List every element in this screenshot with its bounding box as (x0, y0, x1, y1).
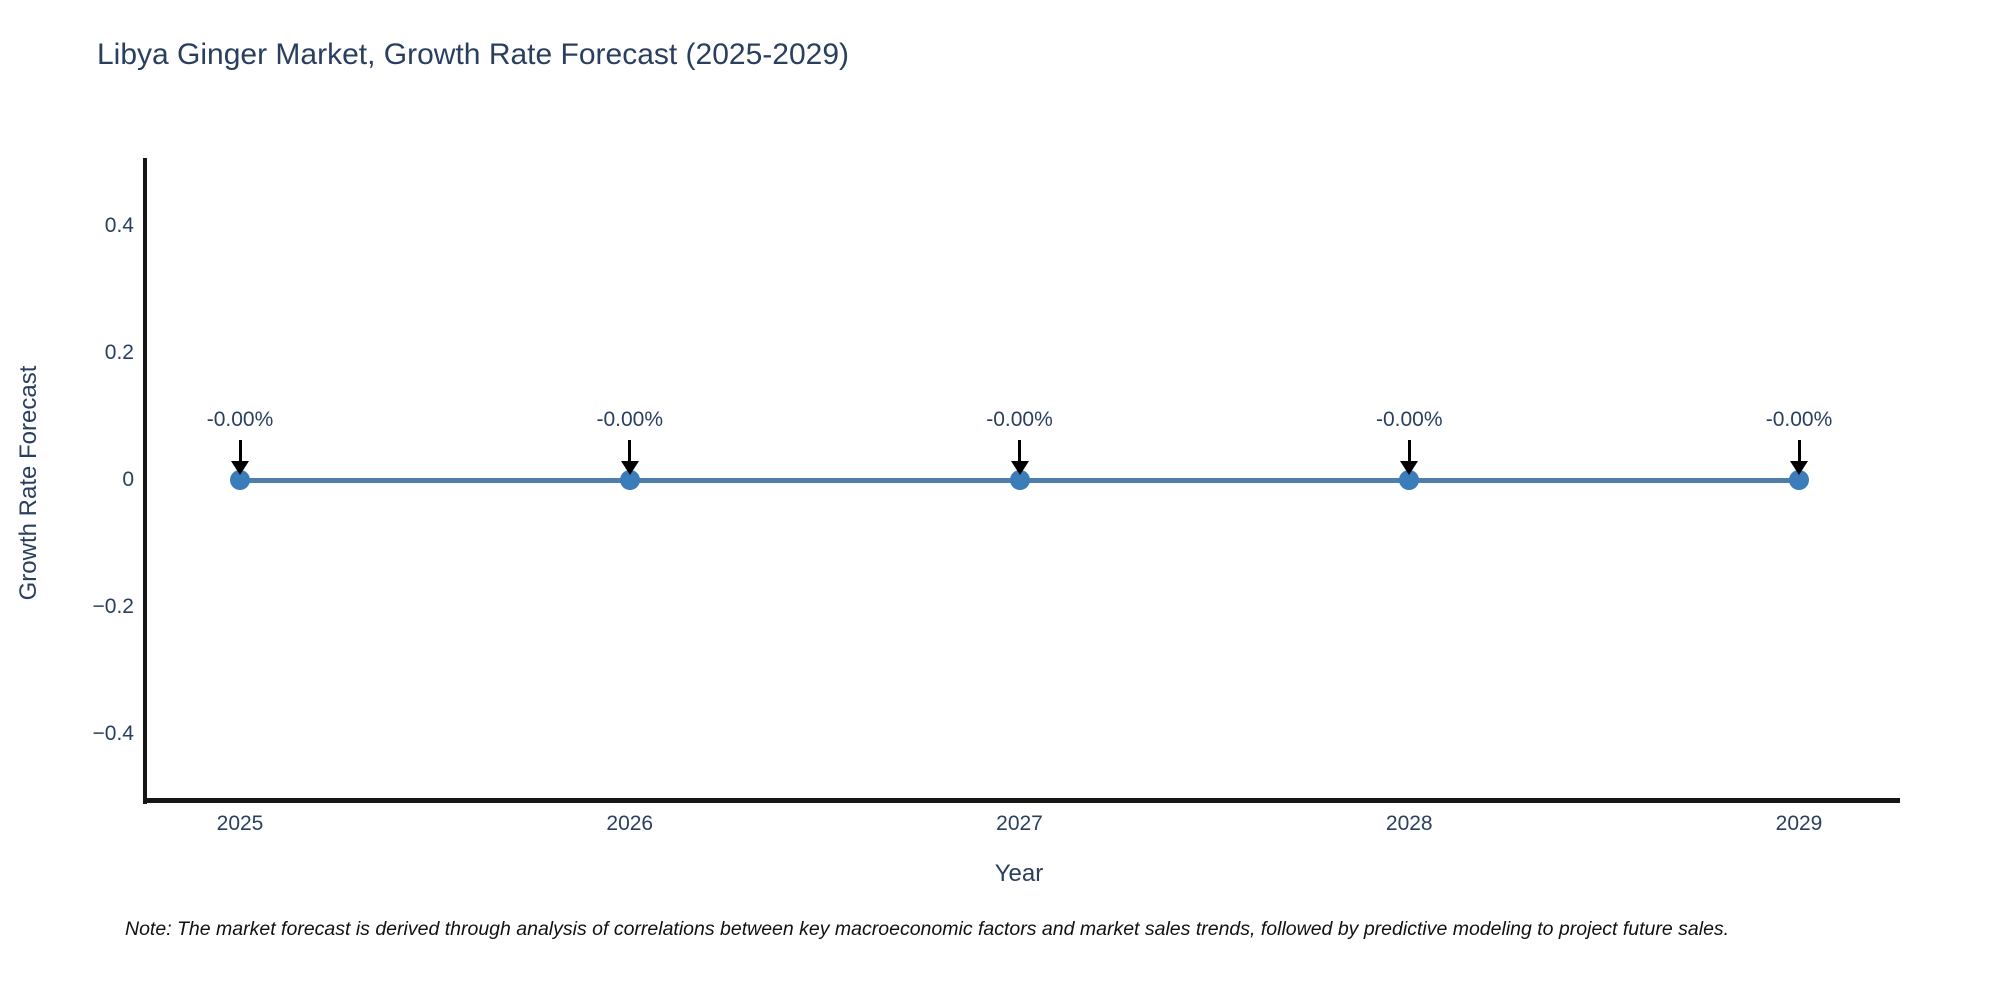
x-tick-label: 2025 (216, 812, 264, 835)
x-tick-label: 2029 (1775, 812, 1823, 835)
annotation-arrow-head (1010, 461, 1029, 475)
data-point-marker (1009, 470, 1030, 490)
point-annotation-label: -0.00% (206, 408, 274, 431)
x-tick-label: 2027 (996, 812, 1043, 835)
footnote: Note: The market forecast is derived thr… (125, 918, 1730, 940)
annotation-arrow-line (1797, 440, 1801, 462)
annotation-arrow-line (238, 440, 242, 462)
x-tick-label: 2026 (606, 812, 654, 835)
x-tick-label: 2028 (1385, 812, 1433, 835)
y-tick-label: −0.4 (92, 722, 134, 745)
y-axis-line (143, 158, 147, 804)
annotation-arrow-head (1400, 461, 1419, 475)
data-point-marker (230, 470, 250, 490)
chart-title: Libya Ginger Market, Growth Rate Forecas… (97, 38, 850, 71)
annotation-arrow-head (231, 461, 249, 475)
point-annotation-label: -0.00% (1765, 408, 1833, 431)
annotation-arrow-line (1407, 440, 1411, 462)
y-tick-label: 0.4 (104, 214, 134, 237)
annotation-arrow-head (1790, 461, 1808, 475)
y-tick-label: 0 (122, 468, 134, 491)
y-tick-label: −0.2 (92, 595, 134, 618)
annotation-arrow-line (1018, 440, 1021, 462)
point-annotation-label: -0.00% (1375, 408, 1443, 431)
point-annotation-label: -0.00% (596, 408, 664, 431)
point-annotation-label: -0.00% (986, 408, 1053, 431)
data-point-marker (619, 470, 640, 490)
annotation-arrow-head (620, 461, 639, 475)
y-tick-label: 0.2 (104, 341, 134, 364)
annotation-arrow-line (628, 440, 632, 462)
data-point-marker (1399, 470, 1420, 490)
data-point-marker (1789, 470, 1809, 490)
x-axis-title: Year (994, 860, 1044, 887)
x-axis-line (143, 798, 1900, 803)
